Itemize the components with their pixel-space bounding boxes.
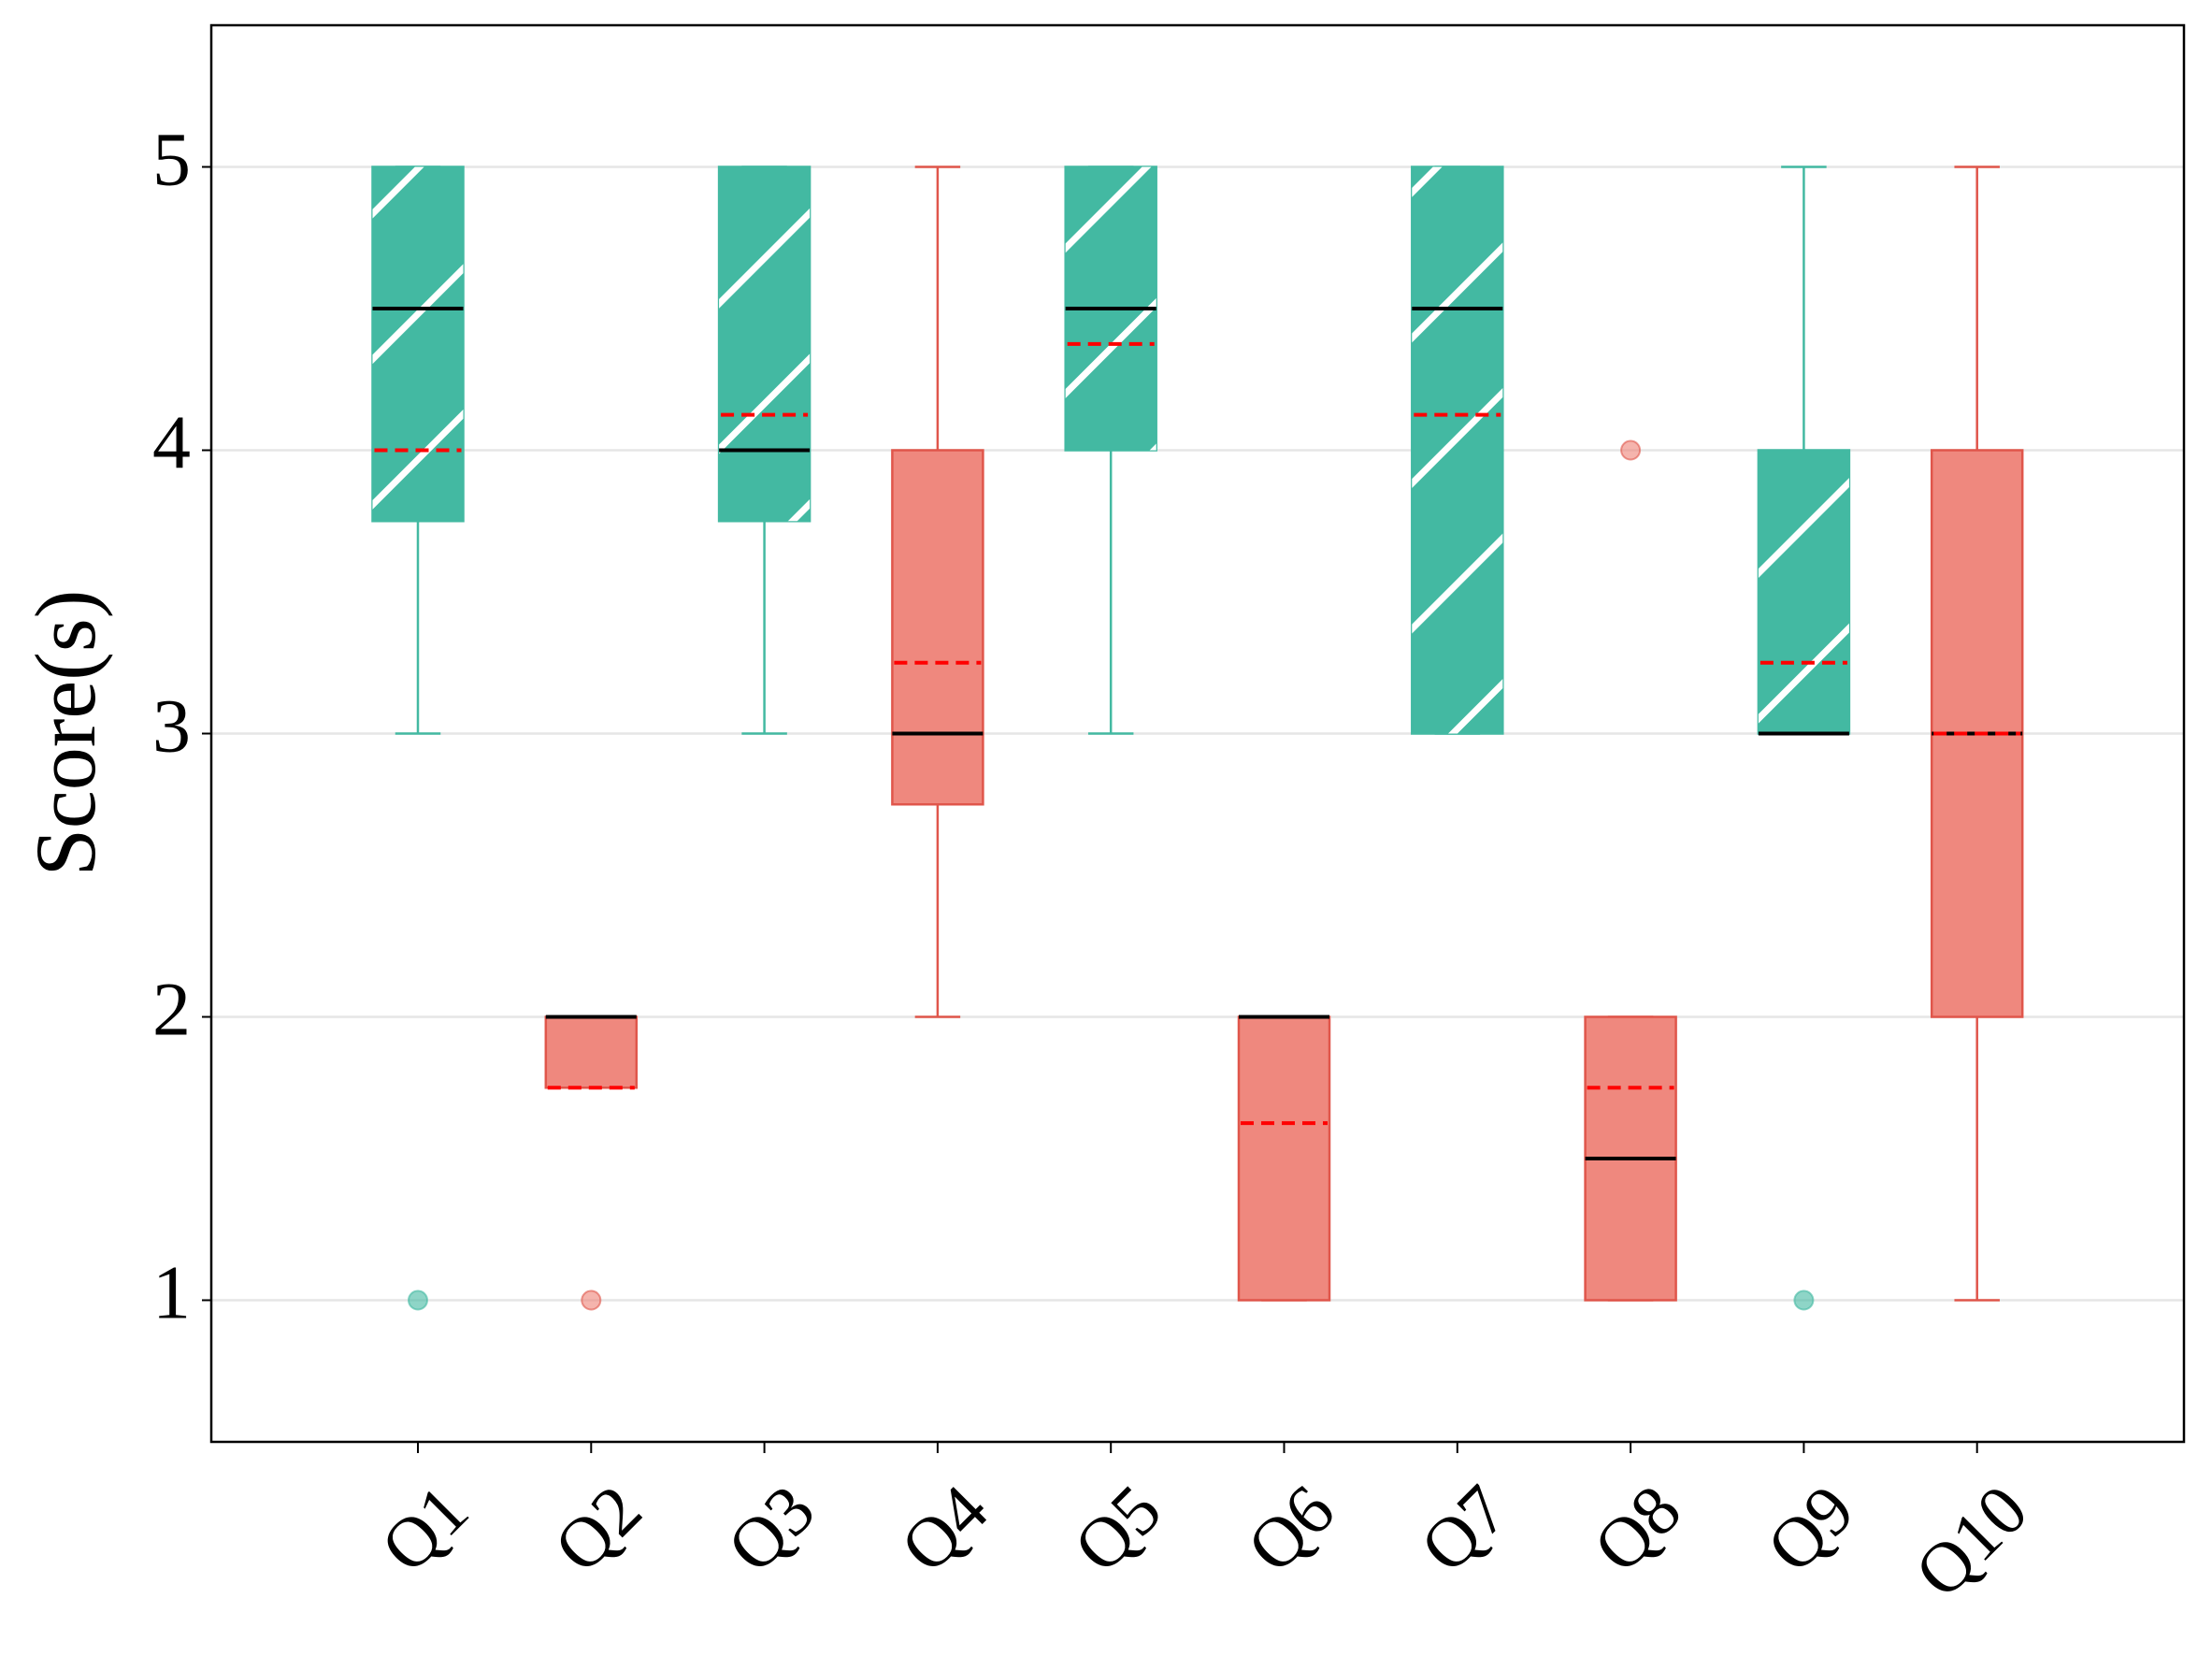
y-tick-label: 2 [152, 966, 191, 1051]
x-tick-label: Q9 [1752, 1471, 1869, 1588]
outlier [581, 1289, 602, 1311]
x-tick-label: Q1 [366, 1471, 483, 1588]
box-hatch [1758, 450, 1849, 734]
outlier [1620, 439, 1642, 461]
y-axis-label: Score(s) [18, 590, 113, 877]
x-tick-label: Q5 [1059, 1471, 1176, 1588]
outlier [408, 1289, 428, 1311]
x-tick-label: Q3 [712, 1471, 829, 1588]
box-hatch [1412, 166, 1503, 734]
y-tick-label: 3 [152, 683, 191, 768]
box-hatch [719, 166, 811, 522]
x-tick-label: Q2 [539, 1471, 656, 1588]
y-tick-label: 5 [152, 116, 191, 201]
x-tick-label: Q4 [886, 1471, 1003, 1588]
box-hatch [372, 166, 464, 522]
y-tick-label: 4 [152, 399, 191, 484]
x-tick-label: Q8 [1579, 1471, 1696, 1588]
box [891, 449, 984, 806]
x-tick-label: Q10 [1901, 1471, 2043, 1613]
plot-frame [209, 23, 2186, 1444]
outlier [1793, 1289, 1815, 1311]
box [544, 1015, 639, 1089]
y-tick-label: 1 [152, 1249, 191, 1334]
x-tick-label: Q7 [1406, 1471, 1523, 1588]
box [1237, 1015, 1331, 1302]
x-tick-label: Q6 [1232, 1471, 1349, 1588]
